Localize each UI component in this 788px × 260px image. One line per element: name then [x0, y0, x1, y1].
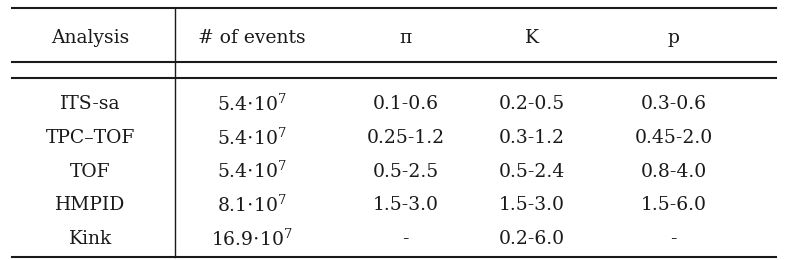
- Text: 1.5-3.0: 1.5-3.0: [373, 196, 439, 214]
- Text: Kink: Kink: [69, 230, 112, 248]
- Text: π: π: [400, 29, 412, 47]
- Text: 0.2-6.0: 0.2-6.0: [499, 230, 565, 248]
- Text: 0.8-4.0: 0.8-4.0: [641, 162, 707, 181]
- Text: 0.5-2.5: 0.5-2.5: [373, 162, 439, 181]
- Text: 0.3-1.2: 0.3-1.2: [499, 129, 565, 147]
- Text: 0.45-2.0: 0.45-2.0: [634, 129, 713, 147]
- Text: 5.4$\cdot$$10^{7}$: 5.4$\cdot$$10^{7}$: [217, 93, 287, 115]
- Text: 0.25-1.2: 0.25-1.2: [366, 129, 445, 147]
- Text: 0.5-2.4: 0.5-2.4: [499, 162, 565, 181]
- Text: p: p: [667, 29, 680, 47]
- Text: -: -: [671, 230, 677, 248]
- Text: 1.5-6.0: 1.5-6.0: [641, 196, 707, 214]
- Text: ITS-sa: ITS-sa: [61, 95, 121, 113]
- Text: 16.9$\cdot$$10^{7}$: 16.9$\cdot$$10^{7}$: [211, 229, 293, 250]
- Text: 0.2-0.5: 0.2-0.5: [499, 95, 565, 113]
- Text: # of events: # of events: [199, 29, 306, 47]
- Text: 5.4$\cdot$$10^{7}$: 5.4$\cdot$$10^{7}$: [217, 127, 287, 148]
- Text: Analysis: Analysis: [51, 29, 130, 47]
- Text: 0.1-0.6: 0.1-0.6: [373, 95, 439, 113]
- Text: 0.3-0.6: 0.3-0.6: [641, 95, 707, 113]
- Text: K: K: [525, 29, 539, 47]
- Text: 1.5-3.0: 1.5-3.0: [499, 196, 565, 214]
- Text: 5.4$\cdot$$10^{7}$: 5.4$\cdot$$10^{7}$: [217, 161, 287, 182]
- Text: HMPID: HMPID: [55, 196, 126, 214]
- Text: TPC–TOF: TPC–TOF: [46, 129, 136, 147]
- Text: TOF: TOF: [70, 162, 111, 181]
- Text: 8.1$\cdot$$10^{7}$: 8.1$\cdot$$10^{7}$: [217, 195, 287, 216]
- Text: -: -: [403, 230, 409, 248]
